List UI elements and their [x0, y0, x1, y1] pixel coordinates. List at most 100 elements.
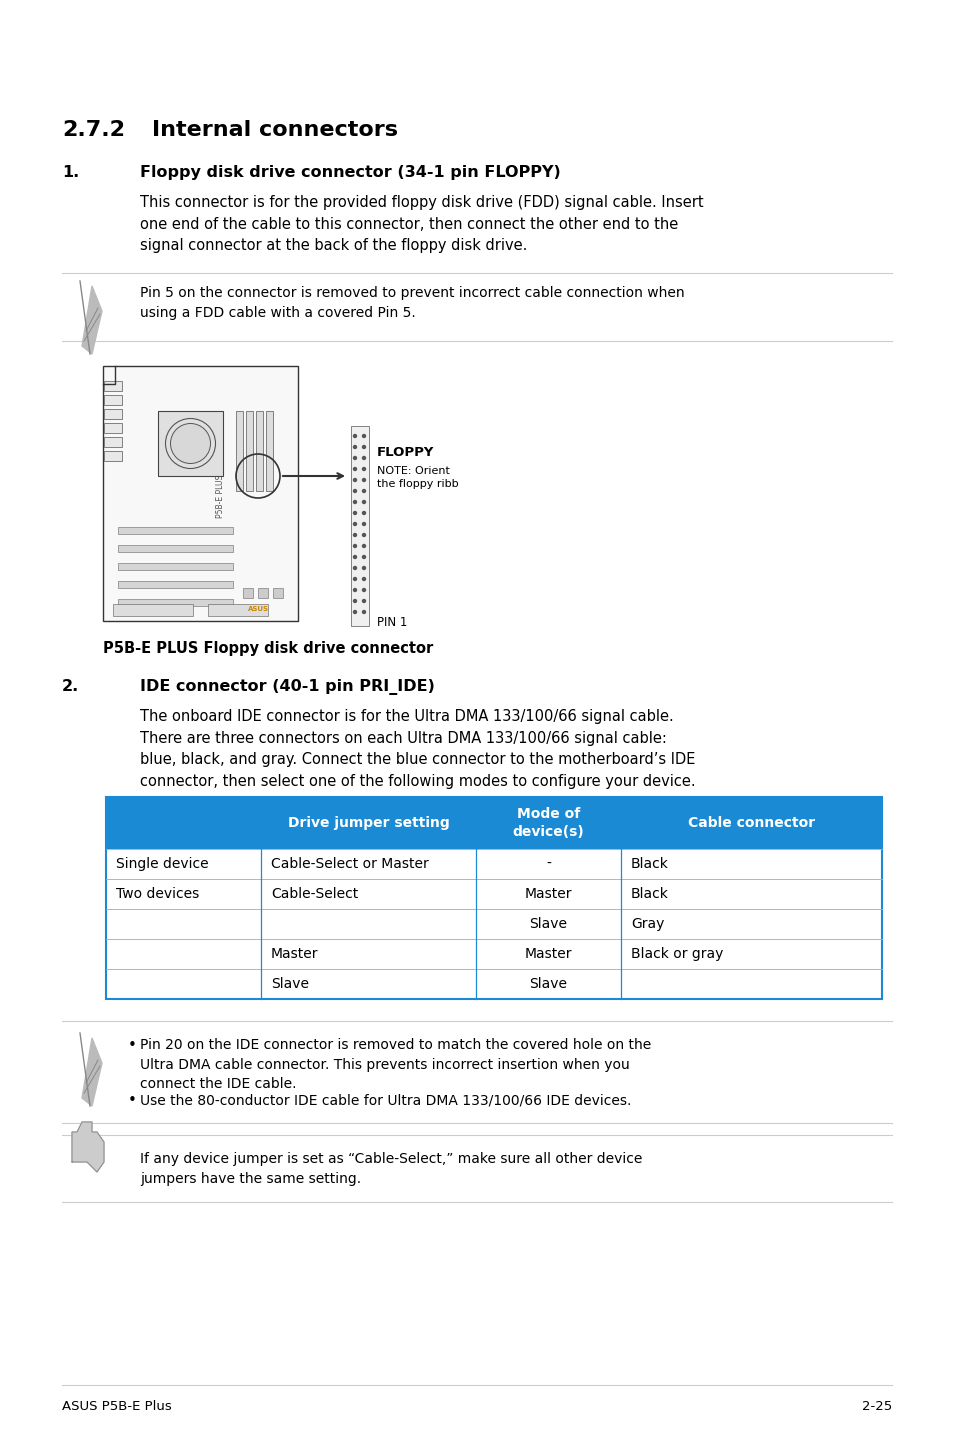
Polygon shape: [82, 286, 102, 354]
Circle shape: [362, 522, 365, 525]
Circle shape: [354, 533, 356, 536]
Text: Use the 80-conductor IDE cable for Ultra DMA 133/100/66 IDE devices.: Use the 80-conductor IDE cable for Ultra…: [140, 1093, 631, 1107]
Circle shape: [354, 567, 356, 569]
Text: Cable connector: Cable connector: [687, 815, 814, 830]
Bar: [118, 526, 233, 533]
Text: 1.: 1.: [62, 165, 79, 180]
Circle shape: [354, 500, 356, 503]
Text: Internal connectors: Internal connectors: [152, 119, 397, 139]
Circle shape: [354, 555, 356, 558]
Circle shape: [354, 434, 356, 437]
Circle shape: [354, 522, 356, 525]
Text: 2.7.2: 2.7.2: [62, 119, 125, 139]
Bar: [118, 564, 233, 569]
Circle shape: [354, 578, 356, 581]
Text: ASUS: ASUS: [248, 605, 269, 613]
Bar: [104, 452, 122, 462]
Circle shape: [362, 500, 365, 503]
Circle shape: [362, 555, 365, 558]
Text: -: -: [545, 857, 551, 871]
Circle shape: [354, 512, 356, 515]
Text: If any device jumper is set as “Cable-Select,” make sure all other device
jumper: If any device jumper is set as “Cable-Se…: [140, 1152, 641, 1186]
Text: NOTE: Orient
the floppy ribb: NOTE: Orient the floppy ribb: [376, 466, 458, 489]
Circle shape: [362, 533, 365, 536]
Bar: [158, 411, 223, 476]
Text: Mode of
device(s): Mode of device(s): [512, 807, 584, 838]
Text: Black or gray: Black or gray: [630, 948, 722, 961]
Circle shape: [362, 456, 365, 460]
Bar: [106, 797, 882, 999]
Circle shape: [362, 467, 365, 470]
Bar: [273, 588, 283, 598]
Circle shape: [354, 588, 356, 591]
Bar: [112, 604, 193, 615]
Text: P5B-E PLUS Floppy disk drive connector: P5B-E PLUS Floppy disk drive connector: [103, 641, 433, 656]
Text: 2-25: 2-25: [861, 1401, 891, 1414]
Circle shape: [362, 434, 365, 437]
Bar: [104, 437, 122, 447]
Bar: [106, 797, 882, 848]
Text: Black: Black: [630, 887, 668, 902]
Bar: [243, 588, 253, 598]
Circle shape: [354, 611, 356, 614]
Bar: [246, 411, 253, 490]
Text: Master: Master: [524, 948, 572, 961]
Text: Floppy disk drive connector (34-1 pin FLOPPY): Floppy disk drive connector (34-1 pin FL…: [140, 165, 560, 180]
Circle shape: [354, 479, 356, 482]
Circle shape: [362, 479, 365, 482]
Bar: [104, 381, 122, 391]
Circle shape: [171, 424, 211, 463]
Circle shape: [354, 467, 356, 470]
Circle shape: [362, 489, 365, 492]
Circle shape: [354, 456, 356, 460]
Bar: [104, 423, 122, 433]
Text: •: •: [128, 1093, 136, 1109]
Circle shape: [354, 489, 356, 492]
Text: Slave: Slave: [529, 976, 567, 991]
Circle shape: [362, 588, 365, 591]
Text: Pin 5 on the connector is removed to prevent incorrect cable connection when
usi: Pin 5 on the connector is removed to pre…: [140, 286, 684, 321]
Circle shape: [362, 446, 365, 449]
Bar: [351, 426, 369, 626]
Text: The onboard IDE connector is for the Ultra DMA 133/100/66 signal cable.
There ar: The onboard IDE connector is for the Ult…: [140, 709, 695, 789]
Circle shape: [362, 600, 365, 603]
Bar: [104, 408, 122, 418]
Circle shape: [354, 545, 356, 548]
Text: Cable-Select: Cable-Select: [271, 887, 358, 902]
Polygon shape: [82, 1038, 102, 1106]
Bar: [235, 411, 243, 490]
Text: Two devices: Two devices: [116, 887, 199, 902]
Bar: [104, 395, 122, 406]
Bar: [257, 588, 268, 598]
Circle shape: [362, 611, 365, 614]
Text: Drive jumper setting: Drive jumper setting: [287, 815, 449, 830]
Polygon shape: [71, 1122, 104, 1172]
Text: Master: Master: [524, 887, 572, 902]
Text: FLOPPY: FLOPPY: [376, 446, 434, 459]
Circle shape: [354, 446, 356, 449]
Bar: [208, 604, 268, 615]
Text: P5B-E PLUS: P5B-E PLUS: [216, 475, 225, 518]
Text: 2.: 2.: [62, 679, 79, 695]
Text: Gray: Gray: [630, 917, 663, 930]
Text: PIN 1: PIN 1: [376, 615, 407, 628]
Circle shape: [362, 545, 365, 548]
Text: This connector is for the provided floppy disk drive (FDD) signal cable. Insert
: This connector is for the provided flopp…: [140, 196, 703, 253]
Text: Pin 20 on the IDE connector is removed to match the covered hole on the
Ultra DM: Pin 20 on the IDE connector is removed t…: [140, 1038, 651, 1091]
Text: Slave: Slave: [529, 917, 567, 930]
Circle shape: [362, 512, 365, 515]
Text: IDE connector (40-1 pin PRI_IDE): IDE connector (40-1 pin PRI_IDE): [140, 679, 435, 695]
Bar: [118, 545, 233, 552]
Circle shape: [362, 567, 365, 569]
Circle shape: [354, 600, 356, 603]
Text: ASUS P5B-E Plus: ASUS P5B-E Plus: [62, 1401, 172, 1414]
Bar: [103, 367, 297, 621]
Bar: [118, 581, 233, 588]
Text: •: •: [128, 1038, 136, 1053]
Bar: [255, 411, 263, 490]
Circle shape: [362, 578, 365, 581]
Bar: [118, 600, 233, 605]
Bar: [266, 411, 273, 490]
Text: Master: Master: [271, 948, 318, 961]
Text: Single device: Single device: [116, 857, 209, 871]
